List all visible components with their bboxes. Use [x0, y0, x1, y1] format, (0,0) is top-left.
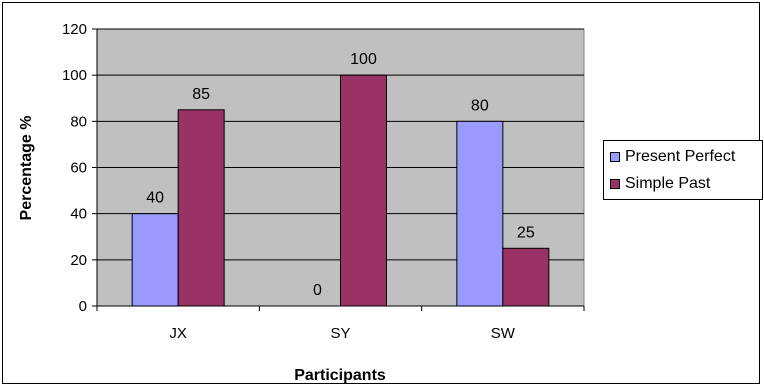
x-axis-title: Participants	[294, 367, 386, 384]
y-tick-label: 20	[70, 252, 87, 269]
bar-simple-past	[340, 74, 387, 307]
y-tick-label: 40	[70, 206, 87, 223]
legend-swatch-present-perfect	[610, 152, 620, 162]
legend-item-simple-past: Simple Past	[610, 174, 710, 194]
data-label-present-perfect: 40	[146, 190, 164, 207]
bars	[131, 74, 550, 307]
y-axis-title: Percentage %	[18, 116, 35, 221]
data-label-simple-past: 85	[192, 86, 210, 103]
data-label-simple-past: 100	[350, 51, 377, 68]
y-tick-label: 120	[62, 21, 87, 38]
x-tick-label: SW	[491, 325, 516, 342]
bar-simple-past	[177, 109, 225, 307]
x-tick-label: JX	[169, 325, 187, 342]
labels: 0 20 40 60 80 100 120 JX SY SW 40 0 80 85 100 25	[62, 21, 535, 342]
data-label-present-perfect: 80	[471, 97, 489, 114]
axes	[92, 28, 585, 311]
data-label-simple-past: 25	[517, 224, 535, 241]
x-tick-label: SY	[330, 325, 350, 342]
data-label-present-perfect: 0	[313, 282, 322, 299]
y-tick-label: 100	[62, 67, 87, 84]
bar-simple-past	[502, 247, 550, 307]
y-tick-label: 60	[70, 160, 87, 177]
legend-label-present-perfect: Present Perfect	[625, 148, 736, 165]
bar-present-perfect	[131, 213, 179, 307]
bar-present-perfect	[456, 120, 504, 307]
legend-label-simple-past: Simple Past	[625, 175, 711, 192]
legend-swatch-simple-past	[610, 179, 620, 189]
legend-item-present-perfect: Present Perfect	[610, 147, 735, 167]
y-tick-label: 80	[70, 113, 87, 130]
legend: Present Perfect Simple Past	[603, 140, 763, 200]
y-tick-label: 0	[79, 298, 87, 315]
